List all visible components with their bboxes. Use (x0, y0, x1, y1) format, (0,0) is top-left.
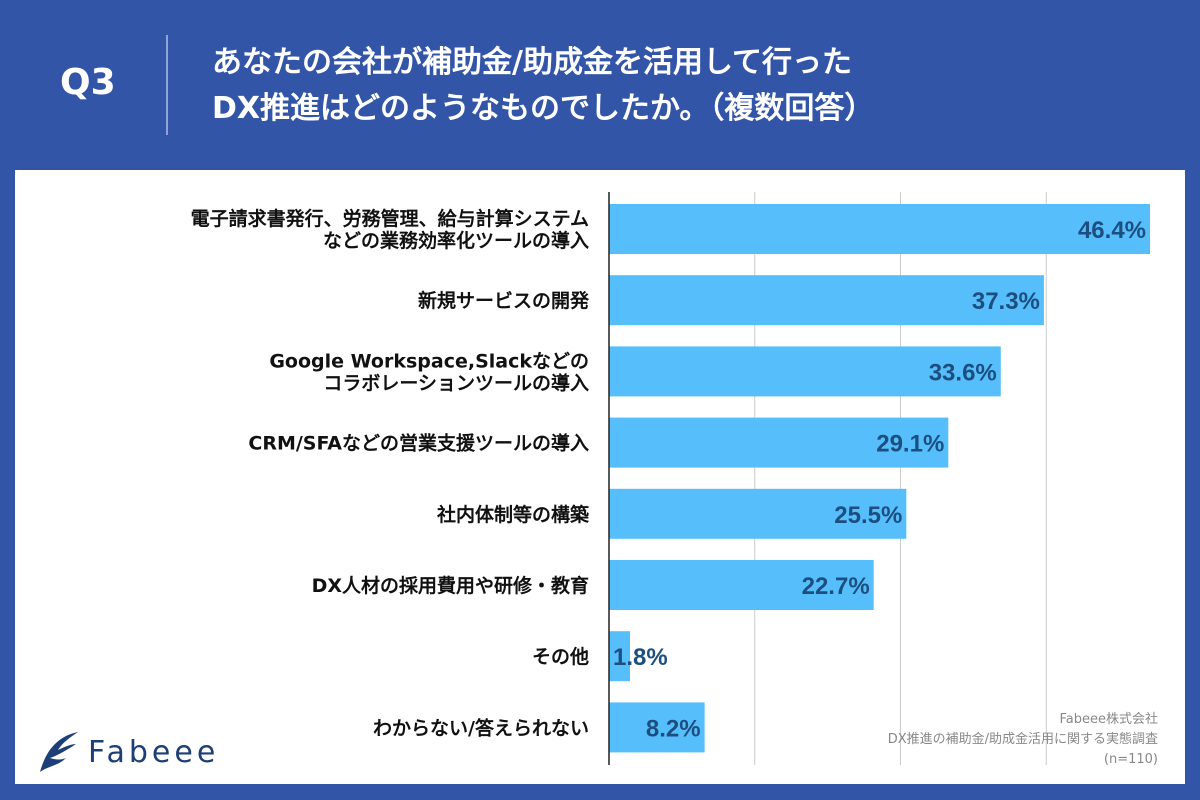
data-label: 29.1% (876, 431, 944, 458)
bar (609, 204, 1151, 254)
title-line-2: DX推進はどのようなものでしたか。（複数回答） (212, 91, 875, 126)
company-name: Fabeee株式会社 (1059, 712, 1159, 727)
data-label: 37.3% (972, 288, 1040, 315)
data-label: 25.5% (834, 502, 902, 529)
chart-panel: 46.4% 電子請求書発行、労務管理、給与計算システム などの業務効率化ツールの導入… (15, 170, 1185, 784)
category-label: コラボレーションツールの導入 (323, 371, 589, 394)
bar (609, 417, 949, 468)
bar-chart: 46.4% 電子請求書発行、労務管理、給与計算システムなどの業務効率化ツールの導入… (191, 192, 1151, 765)
data-label: 46.4% (1078, 217, 1146, 244)
fabeee-logo: Fabeee (36, 730, 219, 774)
category-label: CRM/SFAなどの営業支援ツールの導入 (248, 432, 589, 455)
category-label: 電子請求書発行、労務管理、給与計算システム (191, 207, 589, 230)
bar (609, 275, 1044, 326)
data-label: 8.2% (646, 715, 701, 742)
category-label: わからない/答えられない (373, 716, 589, 739)
divider (166, 35, 168, 135)
survey-name: DX推進の補助金/助成金活用に関する実態調査 (887, 732, 1158, 747)
data-label: 33.6% (929, 359, 997, 386)
source-note: Fabeee株式会社 DX推進の補助金/助成金活用に関する実態調査 (n=110… (888, 710, 1158, 770)
category-label: 新規サービスの開発 (418, 289, 590, 312)
chart-title: あなたの会社が補助金/助成金を活用して行った DX推進はどのようなものでしたか。… (212, 40, 874, 132)
category-label: Google Workspace,Slackなどの (269, 350, 589, 372)
category-label: などの業務効率化ツールの導入 (323, 229, 589, 252)
sample-size: (n=110) (1103, 752, 1158, 767)
bar (609, 346, 1001, 397)
category-label: DX人材の採用費用や研修・教育 (312, 574, 589, 597)
data-label: 1.8% (613, 644, 668, 671)
logo-wing-icon (40, 732, 78, 772)
bar (609, 631, 630, 682)
question-number: Q3 (60, 62, 116, 103)
category-label: その他 (532, 645, 589, 668)
bar (609, 488, 907, 539)
logo-text: Fabeee (88, 734, 220, 770)
category-label: 社内体制等の構築 (436, 503, 590, 526)
bar (609, 702, 705, 753)
title-line-1: あなたの会社が補助金/助成金を活用して行った (212, 45, 853, 80)
data-label: 22.7% (802, 573, 870, 600)
bar (609, 560, 874, 610)
